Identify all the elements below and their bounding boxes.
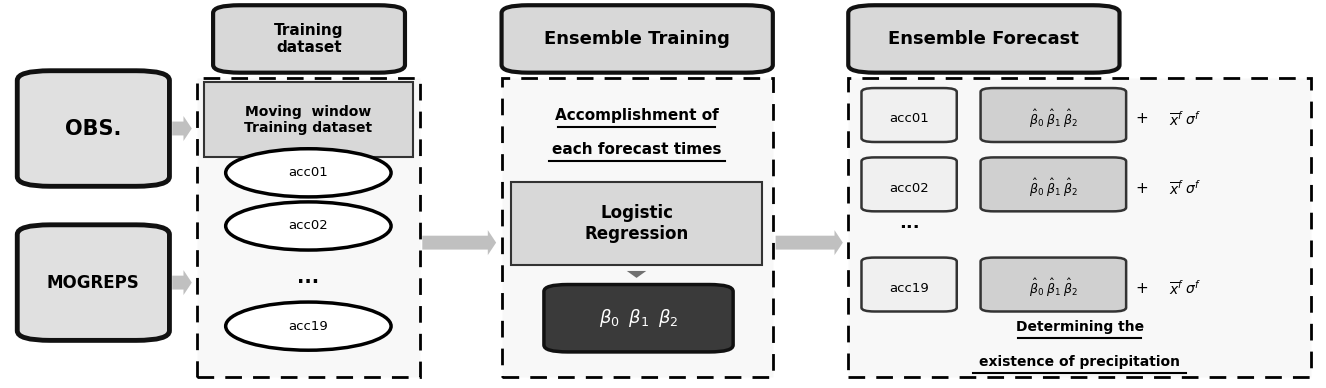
- FancyBboxPatch shape: [17, 225, 170, 340]
- Text: Ensemble Forecast: Ensemble Forecast: [888, 30, 1079, 48]
- Text: Logistic
Regression: Logistic Regression: [585, 204, 688, 243]
- Text: each forecast times: each forecast times: [552, 142, 721, 157]
- FancyBboxPatch shape: [980, 158, 1126, 211]
- Bar: [511, 182, 762, 265]
- Ellipse shape: [225, 302, 391, 350]
- Text: $\overline{x}^f\;\sigma^f$: $\overline{x}^f\;\sigma^f$: [1170, 179, 1201, 197]
- Text: acc19: acc19: [890, 282, 930, 295]
- FancyBboxPatch shape: [849, 5, 1119, 73]
- FancyBboxPatch shape: [980, 88, 1126, 142]
- Text: $\hat{\beta}_0\;\hat{\beta}_1\;\hat{\beta}_2$: $\hat{\beta}_0\;\hat{\beta}_1\;\hat{\bet…: [1029, 108, 1078, 130]
- FancyBboxPatch shape: [544, 284, 733, 352]
- Text: ...: ...: [899, 214, 919, 232]
- FancyBboxPatch shape: [862, 158, 957, 211]
- Text: ...: ...: [297, 268, 320, 288]
- Text: acc01: acc01: [890, 113, 930, 125]
- Bar: [198, 78, 419, 377]
- FancyBboxPatch shape: [980, 258, 1126, 312]
- FancyBboxPatch shape: [862, 88, 957, 142]
- Text: acc02: acc02: [890, 182, 930, 195]
- Text: acc19: acc19: [289, 320, 329, 333]
- Text: Determining the: Determining the: [1016, 320, 1144, 334]
- Text: existence of precipitation: existence of precipitation: [980, 355, 1180, 369]
- Text: Accomplishment of: Accomplishment of: [554, 107, 719, 123]
- Bar: [849, 78, 1311, 377]
- Text: $\hat{\beta}_0\;\hat{\beta}_1\;\hat{\beta}_2$: $\hat{\beta}_0\;\hat{\beta}_1\;\hat{\bet…: [1029, 277, 1078, 300]
- FancyBboxPatch shape: [862, 258, 957, 312]
- Ellipse shape: [225, 202, 391, 250]
- Bar: [501, 78, 773, 377]
- Bar: [204, 82, 412, 158]
- Text: OBS.: OBS.: [65, 118, 122, 139]
- Text: $+$: $+$: [1135, 181, 1148, 196]
- Text: $\hat{\beta}_0\;\hat{\beta}_1\;\hat{\beta}_2$: $\hat{\beta}_0\;\hat{\beta}_1\;\hat{\bet…: [1029, 177, 1078, 199]
- Text: Moving  window
Training dataset: Moving window Training dataset: [244, 105, 373, 135]
- Text: acc02: acc02: [289, 220, 329, 232]
- FancyBboxPatch shape: [213, 5, 404, 73]
- Text: Training
dataset: Training dataset: [274, 23, 343, 55]
- FancyBboxPatch shape: [17, 71, 170, 186]
- Ellipse shape: [225, 149, 391, 197]
- Text: $\beta_0\;\;\beta_1\;\;\beta_2$: $\beta_0\;\;\beta_1\;\;\beta_2$: [598, 307, 679, 329]
- Text: acc01: acc01: [289, 166, 329, 179]
- Text: $\overline{x}^f\;\sigma^f$: $\overline{x}^f\;\sigma^f$: [1170, 279, 1201, 298]
- Text: MOGREPS: MOGREPS: [46, 274, 139, 292]
- Text: $\overline{x}^f\;\sigma^f$: $\overline{x}^f\;\sigma^f$: [1170, 109, 1201, 128]
- Text: $+$: $+$: [1135, 111, 1148, 126]
- Text: $+$: $+$: [1135, 281, 1148, 296]
- Text: Ensemble Training: Ensemble Training: [544, 30, 731, 48]
- FancyBboxPatch shape: [501, 5, 773, 73]
